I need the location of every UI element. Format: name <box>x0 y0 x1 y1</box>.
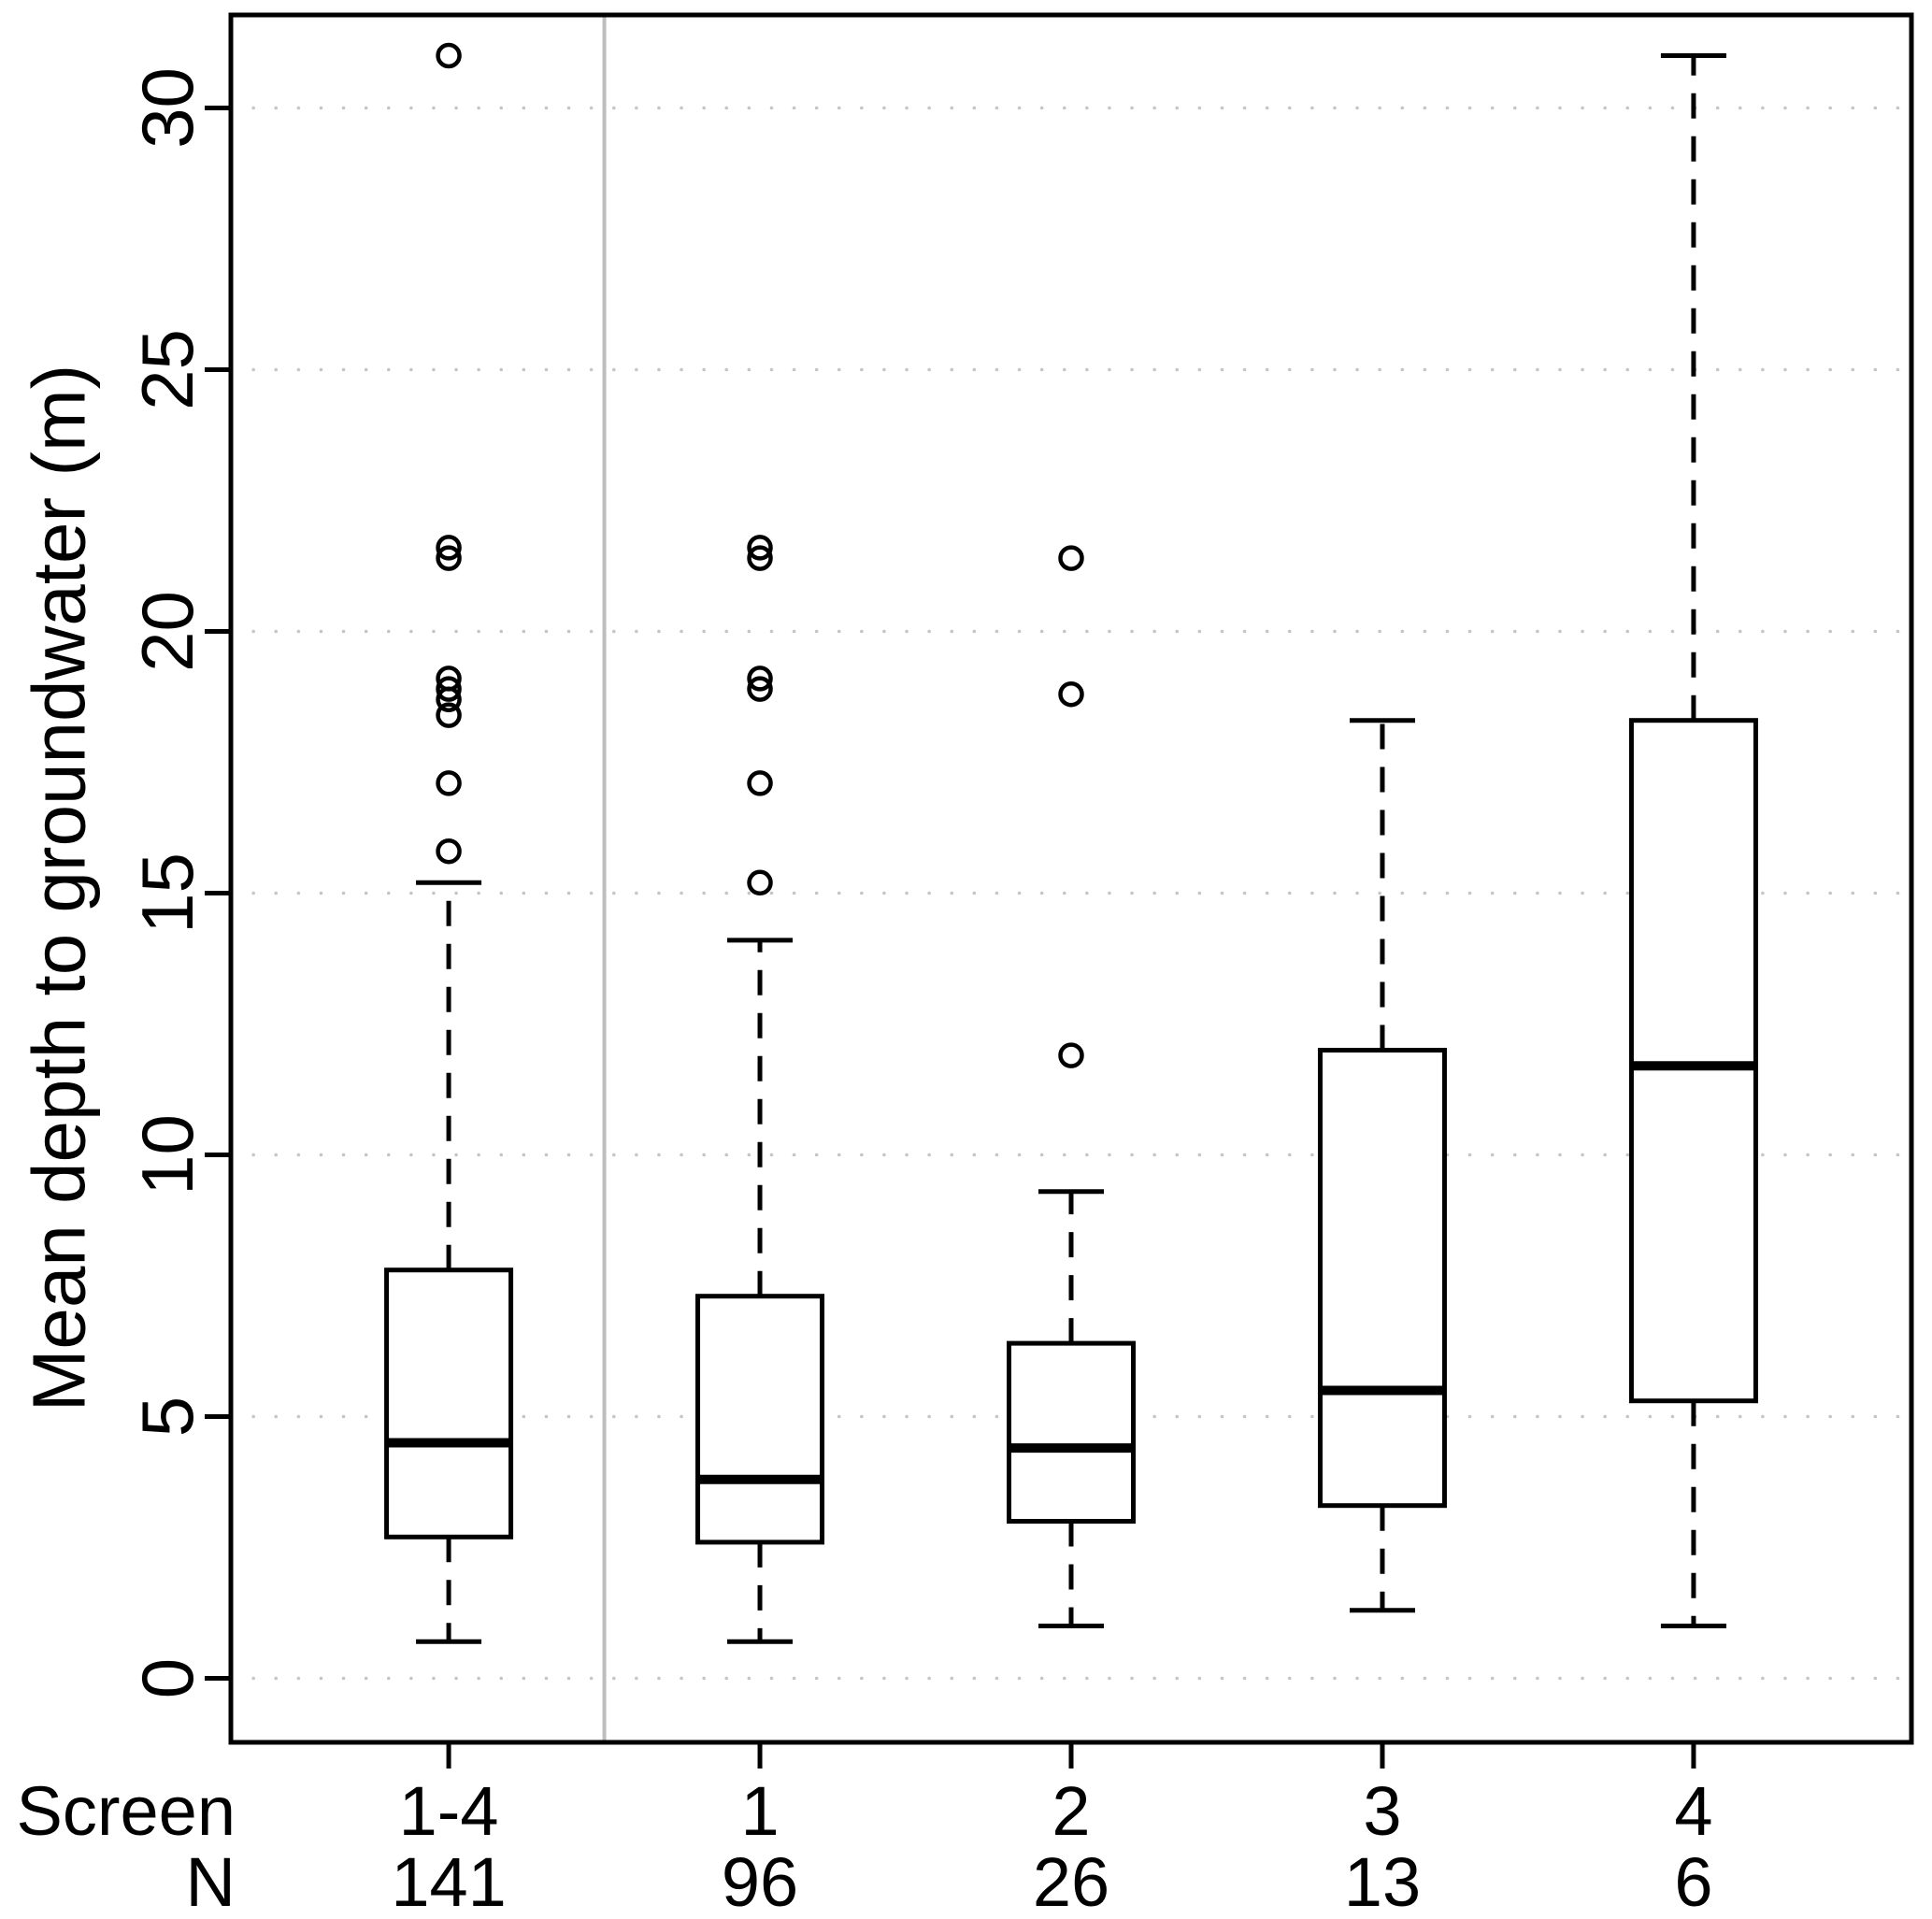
outlier-point-2 <box>1058 680 1084 708</box>
category-label-1: 1 <box>740 1772 779 1850</box>
y-tick-label-25: 25 <box>126 329 208 410</box>
outlier-point-1-4 <box>436 42 462 69</box>
y-tick-label-0: 0 <box>126 1658 208 1698</box>
iqr-box-1-4 <box>384 1267 514 1539</box>
n-value-4: 6 <box>1674 1843 1712 1914</box>
y-tick-label-10: 10 <box>126 1114 208 1196</box>
n-value-1-4: 141 <box>391 1843 506 1914</box>
n-row-header: N <box>186 1843 236 1914</box>
outlier-point-1-4 <box>436 770 462 796</box>
outlier-point-1-4 <box>436 676 462 702</box>
plot-frame <box>228 12 1914 1745</box>
outlier-point-1-4 <box>436 545 462 571</box>
outlier-point-1 <box>747 666 773 692</box>
outlier-point-1-4 <box>436 666 462 692</box>
category-label-3: 3 <box>1363 1772 1401 1850</box>
y-axis-title: Mean depth to groundwater (m) <box>17 365 100 1412</box>
category-label-4: 4 <box>1674 1772 1712 1850</box>
iqr-box-1 <box>695 1294 825 1545</box>
outlier-point-1 <box>747 545 773 571</box>
outlier-point-2 <box>1058 545 1084 571</box>
outlier-point-1 <box>747 535 773 561</box>
iqr-box-3 <box>1317 1048 1447 1509</box>
y-tick-label-15: 15 <box>126 852 208 934</box>
iqr-box-4 <box>1628 718 1758 1404</box>
n-value-3: 13 <box>1344 1843 1421 1914</box>
n-value-2: 26 <box>1033 1843 1109 1914</box>
y-tick-label-5: 5 <box>126 1396 208 1437</box>
outlier-point-1-4 <box>436 702 462 728</box>
outlier-point-1 <box>747 676 773 702</box>
category-label-2: 2 <box>1052 1772 1090 1850</box>
outlier-point-1-4 <box>436 838 462 865</box>
iqr-box-2 <box>1007 1340 1136 1524</box>
n-value-1: 96 <box>722 1843 798 1914</box>
y-tick-label-30: 30 <box>126 67 208 149</box>
category-label-1-4: 1-4 <box>399 1772 499 1850</box>
outlier-point-2 <box>1058 1042 1084 1068</box>
y-tick-label-20: 20 <box>126 591 208 672</box>
outlier-point-1 <box>747 869 773 896</box>
outlier-point-1-4 <box>436 535 462 561</box>
outlier-point-1 <box>747 770 773 796</box>
screen-row-header: Screen <box>17 1772 236 1850</box>
